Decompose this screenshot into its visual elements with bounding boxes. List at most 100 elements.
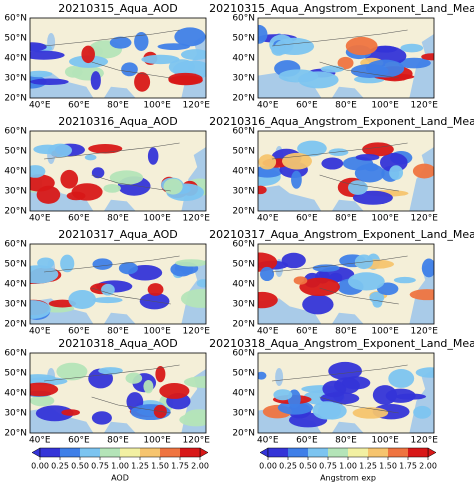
colorbar-segment bbox=[180, 448, 200, 457]
map bbox=[258, 131, 434, 211]
ocean bbox=[103, 421, 136, 433]
panel-title: 20210317_Aqua_Angstrom_Exponent_Land_Mea… bbox=[209, 228, 474, 241]
map bbox=[30, 18, 206, 98]
data-blob bbox=[163, 178, 183, 195]
data-blob bbox=[291, 170, 302, 189]
data-blob bbox=[362, 142, 394, 157]
colorbar-tick-label: 0.50 bbox=[299, 462, 317, 471]
colorbar-segment bbox=[80, 448, 100, 457]
data-blob bbox=[81, 45, 95, 64]
data-blob bbox=[385, 388, 416, 403]
data-blob bbox=[91, 411, 112, 425]
colorbar-segment bbox=[120, 448, 140, 457]
lat-tick-label: 20°N bbox=[232, 429, 255, 439]
ocean bbox=[258, 72, 322, 98]
lat-tick-label: 40°N bbox=[232, 389, 255, 399]
lon-tick-label: 60°E bbox=[296, 436, 318, 446]
lon-tick-label: 80°E bbox=[335, 327, 357, 337]
data-blob bbox=[30, 300, 51, 319]
data-blob bbox=[134, 72, 151, 92]
map-frame bbox=[29, 352, 207, 434]
border bbox=[44, 255, 180, 305]
map-frame bbox=[257, 130, 435, 212]
lat-tick-label: 20°N bbox=[4, 320, 27, 330]
colorbar-tick-label: 1.75 bbox=[399, 462, 417, 471]
lat-tick-label: 20°N bbox=[4, 207, 27, 217]
lon-tick-label: 120°E bbox=[183, 327, 211, 337]
lat-tick-label: 50°N bbox=[4, 34, 27, 44]
data-blob bbox=[258, 291, 278, 309]
data-blob bbox=[180, 288, 206, 308]
ocean bbox=[331, 199, 364, 211]
lon-tick-label: 100°E bbox=[143, 214, 171, 224]
lat-tick-label: 60°N bbox=[4, 127, 27, 137]
lon-tick-label: 100°E bbox=[371, 101, 399, 111]
lon-tick-label: 80°E bbox=[107, 436, 129, 446]
colorbar-segment bbox=[368, 448, 388, 457]
data-blob bbox=[168, 72, 203, 85]
data-blob bbox=[35, 405, 74, 422]
map-frame bbox=[257, 17, 435, 99]
data-blob bbox=[61, 409, 80, 416]
panel-title: 20210315_Aqua_AOD bbox=[58, 2, 177, 15]
lat-tick-label: 40°N bbox=[232, 280, 255, 290]
lat-tick-label: 20°N bbox=[232, 207, 255, 217]
border bbox=[44, 29, 180, 79]
lat-tick-label: 60°N bbox=[4, 240, 27, 250]
colorbar-segment bbox=[268, 448, 288, 457]
lon-tick-label: 80°E bbox=[335, 214, 357, 224]
data-blob bbox=[125, 372, 143, 384]
map bbox=[30, 244, 206, 324]
lon-tick-label: 40°E bbox=[257, 327, 279, 337]
data-blob bbox=[297, 140, 327, 157]
panel-title: 20210318_Aqua_Angstrom_Exponent_Land_Mea… bbox=[209, 337, 474, 350]
lon-tick-label: 40°E bbox=[257, 436, 279, 446]
ocean bbox=[409, 147, 434, 211]
lat-tick-label: 60°N bbox=[4, 349, 27, 359]
data-blob bbox=[56, 362, 88, 381]
data-blob bbox=[155, 366, 166, 383]
lon-tick-label: 120°E bbox=[411, 327, 439, 337]
colorbar-segment bbox=[328, 448, 348, 457]
data-blob bbox=[271, 44, 286, 56]
data-blob bbox=[397, 57, 431, 69]
data-blob bbox=[196, 279, 206, 288]
data-blob bbox=[345, 36, 378, 56]
data-blob bbox=[413, 405, 432, 419]
lat-tick-label: 60°N bbox=[232, 349, 255, 359]
lat-tick-label: 60°N bbox=[232, 127, 255, 137]
lon-tick-label: 60°E bbox=[296, 101, 318, 111]
lon-tick-label: 60°E bbox=[296, 327, 318, 337]
data-blob bbox=[299, 277, 340, 297]
data-blob bbox=[328, 361, 362, 380]
colorbar-segment bbox=[348, 448, 368, 457]
lon-tick-label: 60°E bbox=[68, 214, 90, 224]
data-blob bbox=[373, 45, 398, 53]
data-blob bbox=[30, 50, 65, 60]
colorbar-tick-label: 1.50 bbox=[379, 462, 397, 471]
lat-tick-label: 60°N bbox=[232, 240, 255, 250]
data-blob bbox=[273, 389, 293, 401]
colorbar-segment bbox=[288, 448, 308, 457]
map-frame bbox=[29, 130, 207, 212]
colorbar-tick-label: 0.00 bbox=[31, 462, 49, 471]
data-blob bbox=[48, 143, 73, 158]
lon-tick-label: 40°E bbox=[29, 101, 51, 111]
data-blob bbox=[347, 272, 385, 291]
data-blob bbox=[30, 70, 53, 78]
data-blob bbox=[30, 42, 47, 52]
ocean bbox=[331, 312, 364, 324]
lon-tick-label: 120°E bbox=[411, 214, 439, 224]
lat-tick-label: 40°N bbox=[4, 167, 27, 177]
ocean bbox=[103, 199, 136, 211]
lon-tick-label: 80°E bbox=[335, 436, 357, 446]
colorbar-tick-label: 1.00 bbox=[339, 462, 357, 471]
data-blob bbox=[109, 170, 144, 185]
data-blob bbox=[98, 367, 123, 375]
lat-tick-label: 30°N bbox=[4, 409, 27, 419]
lon-tick-label: 120°E bbox=[411, 436, 439, 446]
data-blob bbox=[400, 43, 424, 53]
data-blob bbox=[84, 154, 97, 161]
colorbar-segment bbox=[40, 448, 60, 457]
colorbar-segment bbox=[100, 448, 120, 457]
